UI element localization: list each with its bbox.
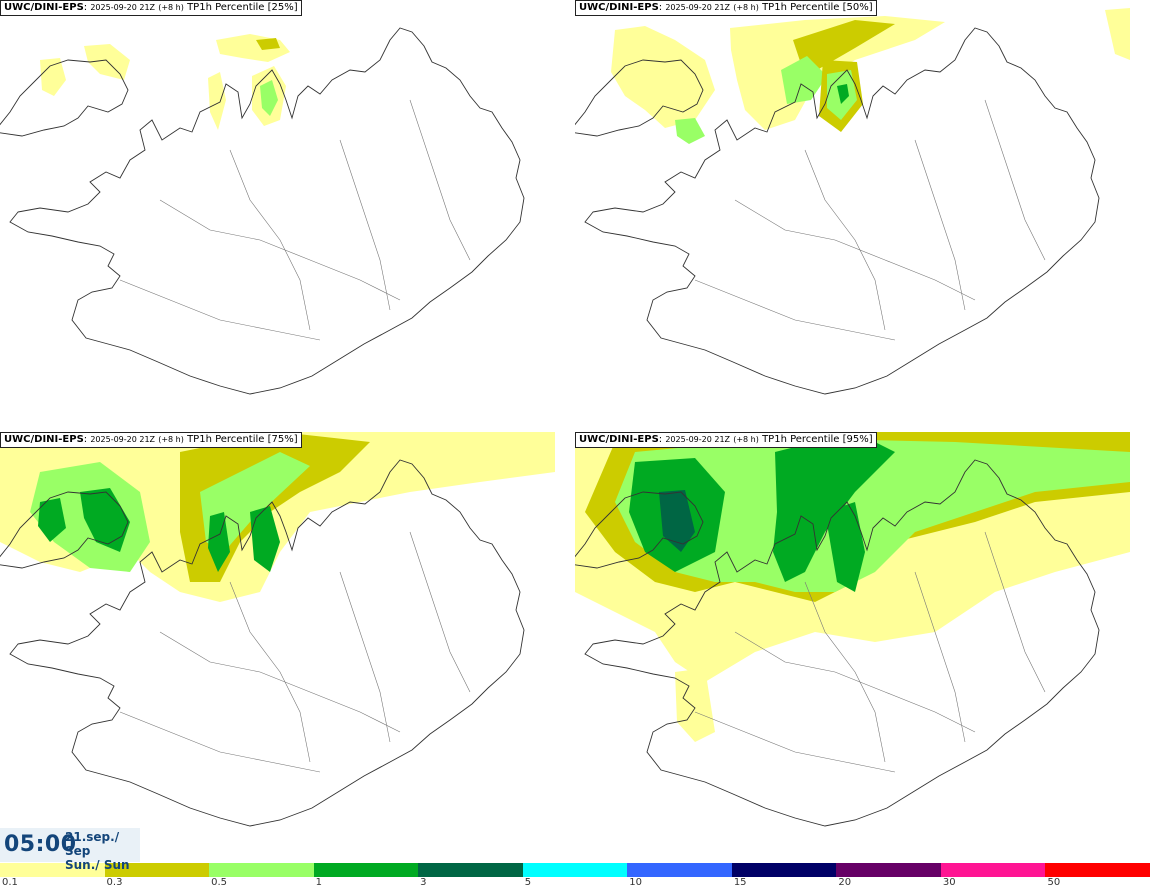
precip-shading [1105,8,1130,60]
precip-shading [615,438,1130,592]
road-line [914,139,966,311]
legend-tick-label: 3 [420,877,427,888]
date-line-1: 21.sep./ Sep [65,830,120,858]
coastline [9,27,525,395]
road-line [694,711,896,773]
precip-shading [250,506,280,572]
map-panel-50: UWC/DINI-EPS: 2025-09-20 21Z (+8 h) TP1h… [575,0,1150,430]
valid-date: 21.sep./ Sep Sun./ Sun [65,830,140,872]
legend-tick-label: 15 [733,877,747,888]
legend-swatch [627,863,732,877]
legend-tick-label: 1 [315,877,322,888]
precip-shading [200,452,310,552]
precip-shading [793,20,895,70]
legend-tick-label: 5 [524,877,532,888]
coastline [0,491,129,569]
road-line [339,571,391,743]
valid-time: 05:00 [4,832,77,857]
map-canvas [575,432,1130,827]
road-line [159,631,401,733]
precip-shading [825,502,865,592]
legend-swatch [313,863,419,877]
precip-shading [837,84,849,104]
road-line [694,279,896,341]
panel-title: UWC/DINI-EPS: 2025-09-20 21Z (+8 h) TP1h… [0,0,302,16]
coastline [0,59,129,137]
map-panel-25: UWC/DINI-EPS: 2025-09-20 21Z (+8 h) TP1h… [0,0,575,430]
precip-shading [38,498,66,542]
precip-shading [675,668,715,742]
precip-shading [0,432,555,602]
legend-swatch [0,863,105,877]
panel-title: UWC/DINI-EPS: 2025-09-20 21Z (+8 h) TP1h… [575,0,877,16]
legend-swatch [104,863,210,877]
map-canvas [0,432,555,827]
coastline [575,59,704,137]
precip-shading [260,80,278,116]
map-panel-95: UWC/DINI-EPS: 2025-09-20 21Z (+8 h) TP1h… [575,432,1150,862]
road-line [804,581,886,763]
coastline [584,459,1100,827]
precip-shading [659,490,695,552]
precip-shading [208,72,226,130]
road-line [119,711,321,773]
legend-tick-label: 0.1 [2,877,18,888]
valid-time-box: 05:00 21.sep./ Sep Sun./ Sun [0,828,140,872]
legend-tick-label: 20 [838,877,852,888]
road-line [229,581,311,763]
road-line [984,531,1046,693]
legend-swatch [522,863,628,877]
color-legend-ticks: 0.1 0.3 0.5 1 3 5 10 15 20 30 50 [0,877,1150,891]
road-line [804,149,886,331]
road-line [119,279,321,341]
road-line [229,149,311,331]
coastline [9,459,525,827]
legend-tick-label: 0.5 [211,877,227,888]
road-line [339,139,391,311]
precip-shading [730,16,945,130]
legend-tick-label: 50 [1047,877,1061,888]
legend-swatch [209,863,314,877]
legend-swatch [418,863,523,877]
legend-tick-label: 10 [629,877,642,888]
map-canvas [0,27,525,395]
road-line [159,199,401,301]
road-line [409,99,471,261]
road-line [409,531,471,693]
coastline [575,491,704,569]
precip-shading [781,56,827,104]
legend-tick-label: 30 [942,877,956,888]
date-line-2: Sun./ Sun [65,858,130,872]
map-panel-75: UWC/DINI-EPS: 2025-09-20 21Z (+8 h) TP1h… [0,432,575,862]
precip-shading [84,44,130,80]
road-line [914,571,966,743]
legend-tick-label: 0.3 [106,877,123,888]
legend-swatch [731,863,837,877]
road-line [734,631,976,733]
legend-swatch [940,863,1046,877]
precip-shading [40,58,66,96]
coastline [584,27,1100,395]
precip-shading [256,38,280,50]
panel-title: UWC/DINI-EPS: 2025-09-20 21Z (+8 h) TP1h… [575,432,877,448]
color-legend-bar [0,863,1150,877]
precip-shading [208,512,230,572]
panel-title: UWC/DINI-EPS: 2025-09-20 21Z (+8 h) TP1h… [0,432,302,448]
map-canvas [575,8,1130,395]
road-line [984,99,1046,261]
road-line [734,199,976,301]
precip-shading [675,118,705,144]
precip-shading [773,432,895,582]
legend-swatch [836,863,941,877]
precip-shading [611,26,715,128]
legend-swatch [1045,863,1150,877]
